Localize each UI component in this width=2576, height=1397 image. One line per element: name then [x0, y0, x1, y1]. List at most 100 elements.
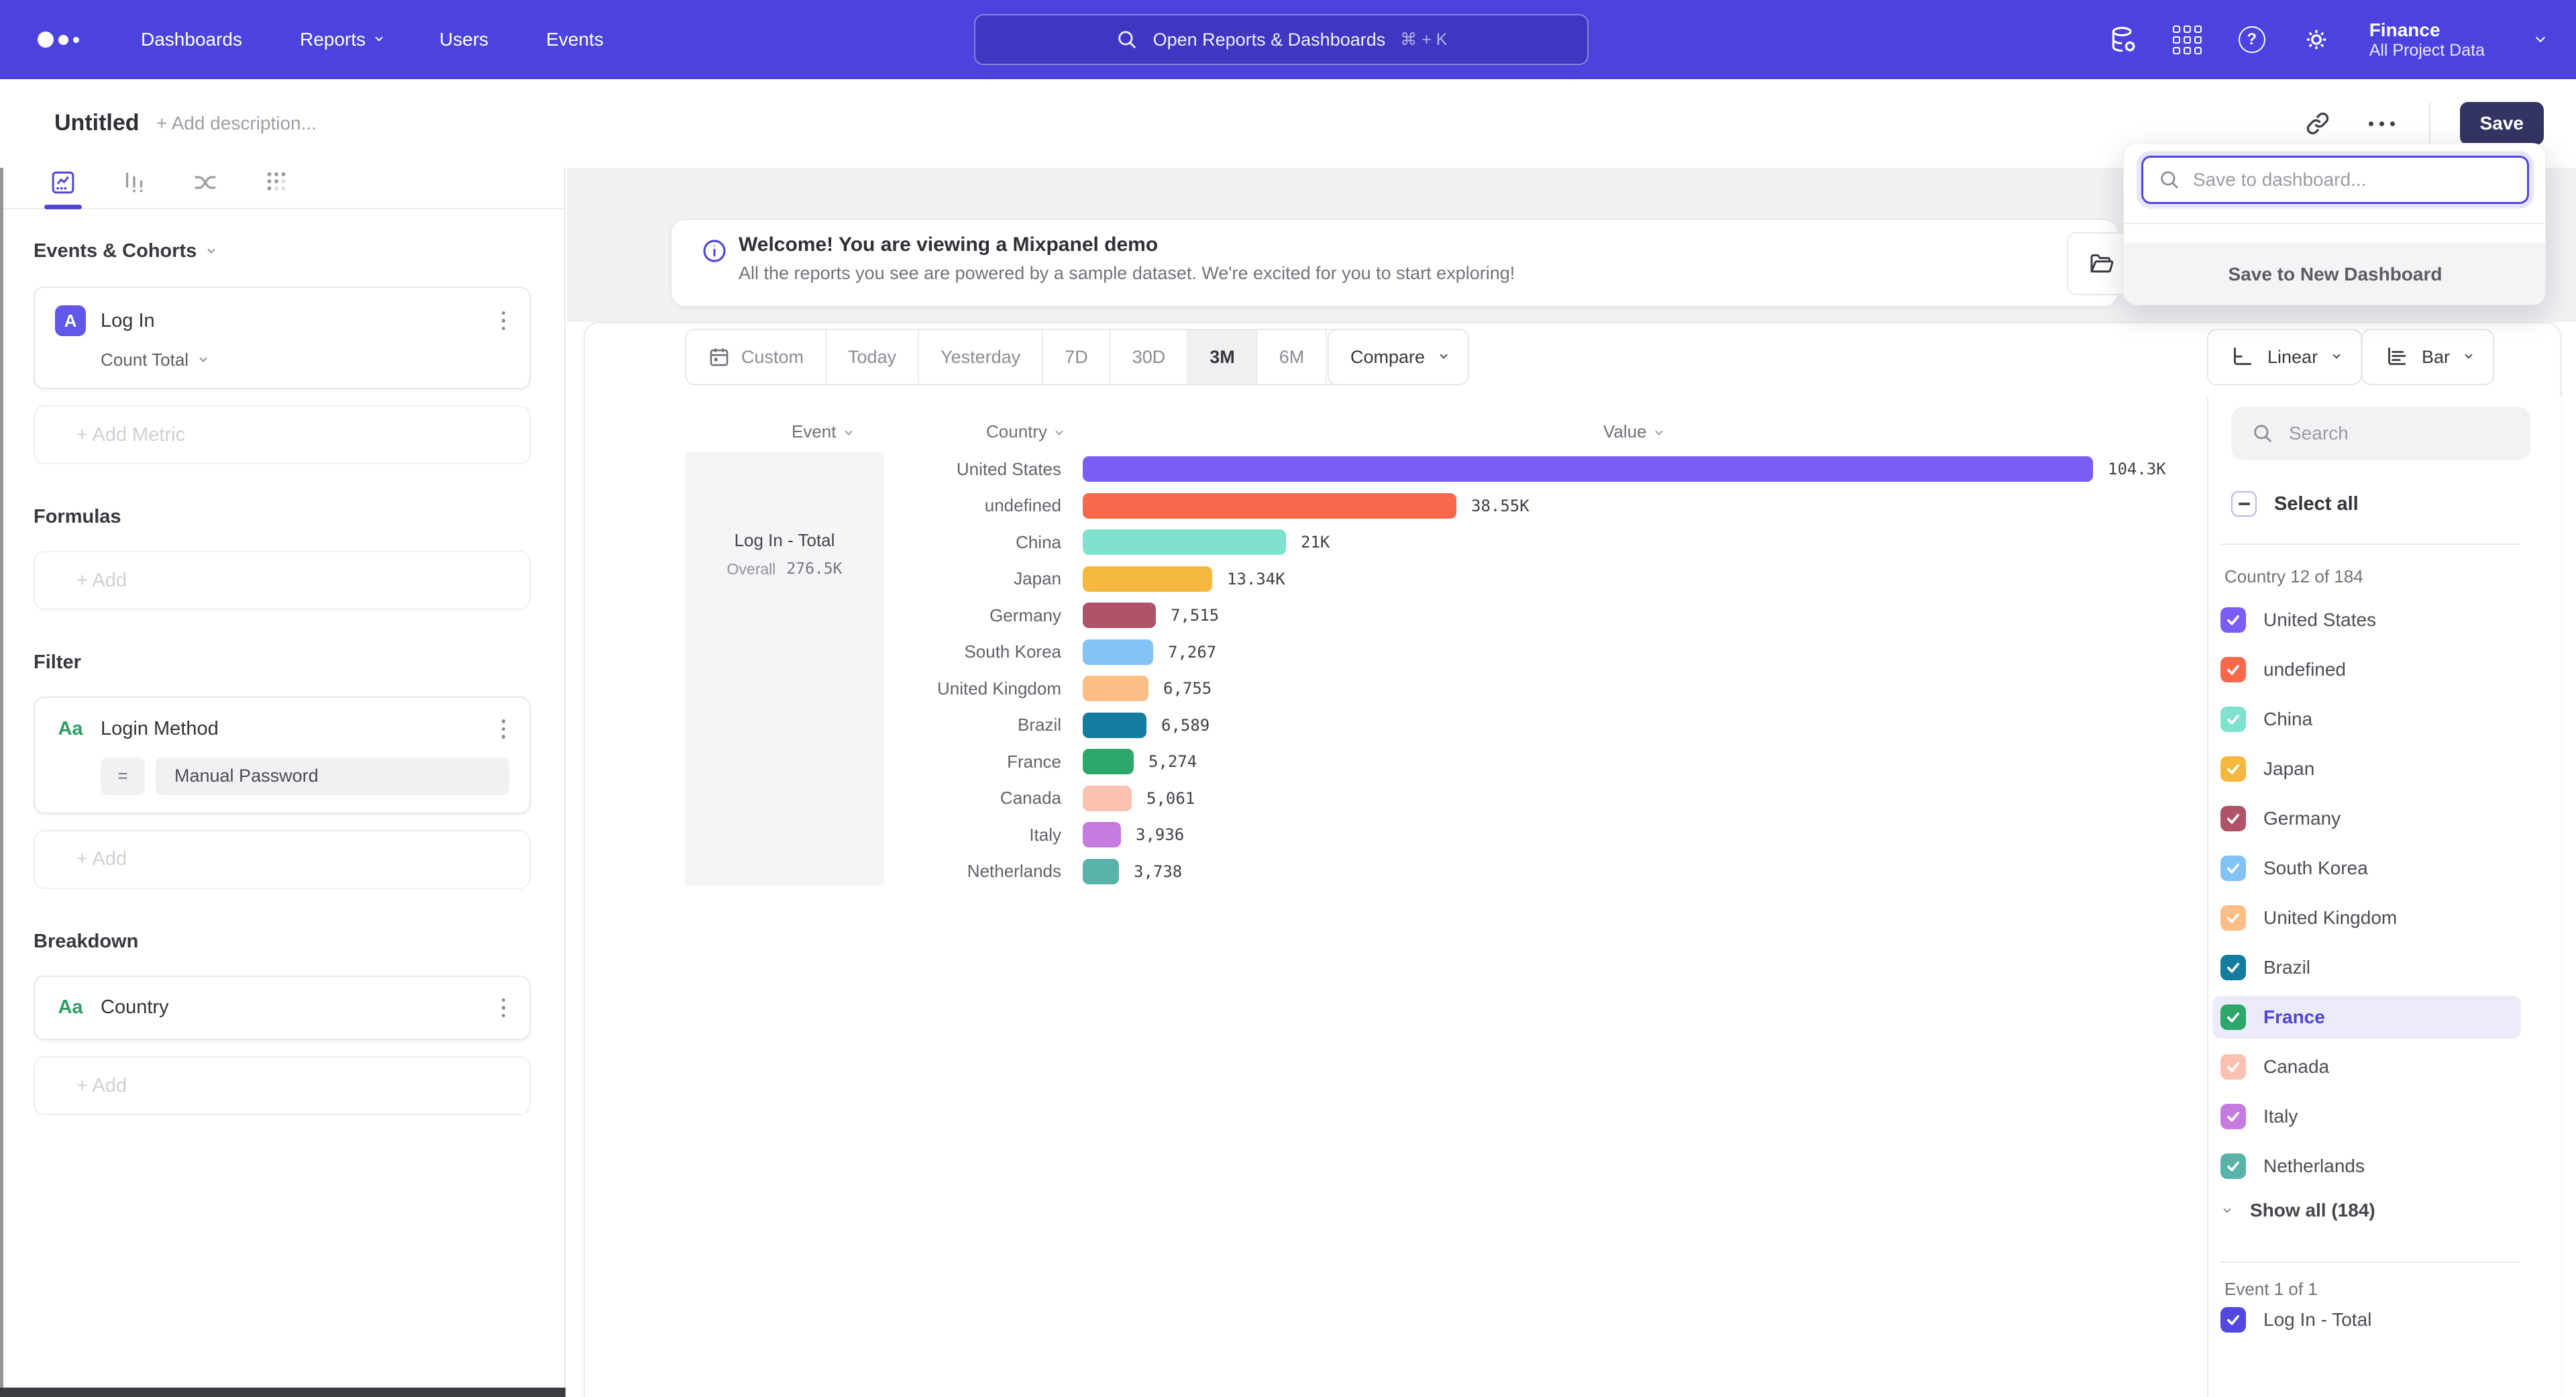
add-metric-button[interactable]: + Add Metric [34, 405, 531, 464]
event-name[interactable]: Log In [101, 309, 155, 331]
bar[interactable] [1083, 456, 2093, 482]
range-30d[interactable]: 30D [1111, 330, 1189, 384]
country-checkbox[interactable] [2220, 707, 2246, 732]
country-filter-item[interactable]: Germany [2212, 797, 2521, 840]
country-checkbox[interactable] [2220, 657, 2246, 682]
bar[interactable] [1083, 858, 1119, 884]
add-description-field[interactable]: + Add description... [156, 113, 317, 134]
nav-item-events[interactable]: Events [546, 29, 604, 50]
bar[interactable] [1083, 676, 1148, 701]
chart-type-button[interactable]: Bar [2361, 329, 2495, 385]
save-to-new-dashboard-button[interactable]: Save to New Dashboard [2124, 243, 2545, 305]
filter-operator[interactable]: = [101, 757, 145, 795]
show-all-button[interactable]: Show all (184) [2223, 1200, 2375, 1221]
bar[interactable] [1083, 785, 1132, 811]
add-formula-button[interactable]: + Add [34, 551, 531, 610]
filter-value[interactable]: Manual Password [156, 757, 509, 795]
filter-property-name[interactable]: Login Method [101, 717, 219, 739]
bar[interactable] [1083, 529, 1286, 555]
bar[interactable] [1083, 493, 1456, 519]
metric-card[interactable]: A Log In Count Total [34, 287, 531, 389]
country-filter-item[interactable]: China [2212, 698, 2521, 741]
save-dashboard-search-field[interactable] [2141, 156, 2529, 204]
column-header-event[interactable]: Event [792, 421, 853, 442]
select-all-checkbox[interactable] [2231, 491, 2257, 517]
country-filter-item[interactable]: United Kingdom [2212, 896, 2521, 939]
range-custom[interactable]: Custom [686, 330, 827, 384]
add-breakdown-button[interactable]: + Add [34, 1056, 531, 1115]
range-7d[interactable]: 7D [1043, 330, 1111, 384]
range-3m[interactable]: 3M [1188, 330, 1258, 384]
bar[interactable] [1083, 639, 1153, 665]
country-checkbox[interactable] [2220, 1153, 2246, 1179]
events-cohorts-header[interactable]: Events & Cohorts [34, 240, 531, 262]
filter-kebab-menu-icon[interactable] [498, 715, 510, 743]
bar[interactable] [1083, 749, 1134, 774]
range-6m[interactable]: 6M [1258, 330, 1328, 384]
report-title[interactable]: Untitled [54, 110, 140, 136]
country-checkbox[interactable] [2220, 806, 2246, 831]
country-filter-item[interactable]: Netherlands [2212, 1145, 2521, 1188]
event-checkbox[interactable] [2220, 1307, 2246, 1333]
bar[interactable] [1083, 603, 1156, 628]
help-icon[interactable]: ? [2237, 24, 2267, 55]
country-filter-item[interactable]: France [2212, 996, 2521, 1039]
sidebar-horizontal-scrollbar[interactable] [0, 1388, 566, 1397]
range-today[interactable]: Today [826, 330, 920, 384]
event-summary-panel[interactable]: Log In - Total Overall 276.5K [685, 452, 884, 886]
project-switcher[interactable]: Finance All Project Data [2369, 19, 2485, 60]
country-checkbox[interactable] [2220, 1104, 2246, 1129]
country-checkbox[interactable] [2220, 1054, 2246, 1080]
country-filter-item[interactable]: South Korea [2212, 847, 2521, 890]
tab-retention[interactable] [258, 168, 295, 197]
range-yesterday[interactable]: Yesterday [919, 330, 1044, 384]
add-filter-button[interactable]: + Add [34, 829, 531, 889]
country-filter-item[interactable]: Japan [2212, 747, 2521, 790]
country-checkbox[interactable] [2220, 955, 2246, 980]
legend-search-field[interactable] [2231, 407, 2530, 460]
country-filter-item[interactable]: Canada [2212, 1045, 2521, 1088]
country-checkbox[interactable] [2220, 1004, 2246, 1030]
column-header-value[interactable]: Value [1603, 421, 1663, 442]
tab-flows[interactable] [186, 168, 224, 197]
country-checkbox[interactable] [2220, 856, 2246, 881]
tab-funnels[interactable] [115, 168, 153, 197]
aggregation-selector[interactable]: Count Total [101, 350, 509, 370]
save-button[interactable]: Save [2459, 102, 2544, 145]
bar[interactable] [1083, 822, 1121, 847]
column-header-country[interactable]: Country [986, 421, 1063, 442]
breakdown-kebab-menu-icon[interactable] [498, 994, 510, 1022]
country-filter-item[interactable]: Brazil [2212, 946, 2521, 989]
filter-card[interactable]: Aa Login Method = Manual Password [34, 696, 531, 814]
global-search-button[interactable]: Open Reports & Dashboards ⌘ + K [974, 14, 1589, 65]
country-filter-item[interactable]: undefined [2212, 648, 2521, 691]
legend-search-input[interactable] [2289, 423, 2510, 444]
scale-selector-button[interactable]: Linear [2207, 329, 2363, 385]
bar[interactable] [1083, 566, 1212, 592]
mixpanel-logo-icon[interactable] [38, 32, 98, 48]
left-scrollbar[interactable] [0, 168, 3, 1397]
country-filter-item[interactable]: United States [2212, 599, 2521, 641]
data-management-icon[interactable] [2108, 24, 2139, 55]
settings-gear-icon[interactable] [2301, 24, 2332, 55]
country-checkbox[interactable] [2220, 905, 2246, 931]
country-filter-item[interactable]: Italy [2212, 1095, 2521, 1138]
event-filter-item[interactable]: Log In - Total [2220, 1307, 2371, 1333]
tab-insights[interactable] [44, 168, 82, 197]
country-checkbox[interactable] [2220, 607, 2246, 633]
nav-item-dashboards[interactable]: Dashboards [141, 29, 242, 50]
select-all-row[interactable]: Select all [2220, 484, 2369, 523]
country-checkbox[interactable] [2220, 756, 2246, 782]
breakdown-property-name[interactable]: Country [101, 996, 169, 1019]
nav-item-reports[interactable]: Reports [300, 29, 383, 50]
more-options-icon[interactable] [2365, 106, 2400, 141]
compare-button[interactable]: Compare [1328, 329, 1470, 385]
apps-grid-icon[interactable] [2172, 24, 2203, 55]
breakdown-card[interactable]: Aa Country [34, 975, 531, 1040]
copy-link-icon[interactable] [2300, 106, 2335, 141]
nav-item-users[interactable]: Users [439, 29, 489, 50]
save-dashboard-search-input[interactable] [2193, 169, 2508, 191]
project-chevron-down-icon[interactable] [2535, 32, 2546, 43]
metric-kebab-menu-icon[interactable] [498, 307, 510, 335]
bar[interactable] [1083, 712, 1146, 738]
